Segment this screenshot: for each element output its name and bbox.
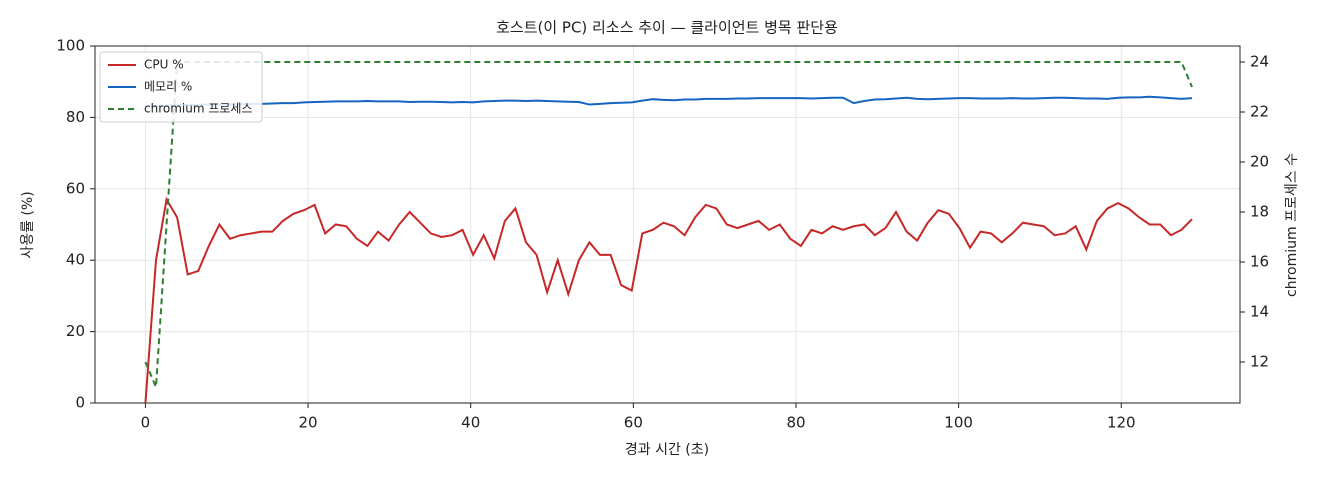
x-axis-label: 경과 시간 (초) — [625, 442, 709, 458]
y-tick-label: 60 — [66, 179, 85, 197]
y-tick-label: 0 — [75, 394, 85, 412]
y-axis-label: 사용률 (%) — [20, 191, 36, 258]
y2-tick-label: 18 — [1250, 203, 1269, 221]
y2-tick-label: 24 — [1250, 53, 1269, 71]
y-tick-label: 40 — [66, 251, 85, 269]
y2-tick-label: 16 — [1250, 253, 1269, 271]
y-tick-label: 20 — [66, 322, 85, 340]
y-tick-label: 100 — [56, 37, 85, 55]
y2-tick-label: 20 — [1250, 153, 1269, 171]
chart-title: 호스트(이 PC) 리소스 추이 — 클라이언트 병목 판단용 — [496, 19, 838, 37]
plot-frame — [94, 45, 1241, 404]
series-line — [144, 196, 1193, 404]
x-tick-label: 100 — [944, 414, 973, 432]
x-tick-label: 120 — [1107, 414, 1136, 432]
y2-axis-label: chromium 프로세스 수 — [1284, 153, 1300, 297]
y2-tick-label: 22 — [1250, 103, 1269, 121]
series-line — [145, 95, 1193, 108]
series-line — [144, 61, 1193, 388]
legend-label: chromium 프로세스 — [144, 102, 253, 116]
legend-label: 메모리 % — [144, 80, 192, 94]
x-tick-label: 40 — [461, 414, 480, 432]
x-tick-label: 0 — [141, 414, 151, 432]
legend-box — [99, 51, 263, 123]
x-tick-label: 20 — [299, 414, 318, 432]
y2-tick-label: 14 — [1250, 303, 1269, 321]
y-tick-label: 80 — [66, 108, 85, 126]
legend-label: CPU % — [144, 58, 184, 72]
x-tick-label: 60 — [624, 414, 643, 432]
y2-tick-label: 12 — [1250, 353, 1269, 371]
x-tick-label: 80 — [786, 414, 805, 432]
